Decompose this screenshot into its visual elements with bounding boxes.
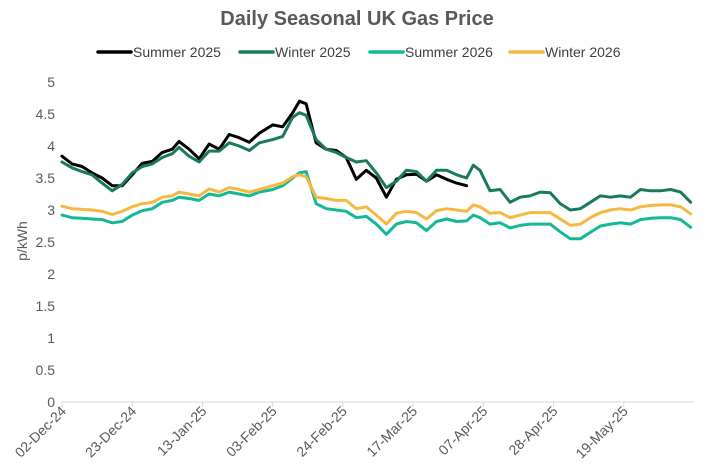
legend: Summer 2025 Winter 2025 Summer 2026 Winter … xyxy=(96,44,621,60)
x-tick-label: 07-Apr-25 xyxy=(435,403,490,458)
y-tick-label: 5 xyxy=(47,74,55,90)
x-axis-ticks: 02-Dec-24 23-Dec-24 13-Jan-25 03-Feb-25 24-F… xyxy=(12,402,631,461)
y-tick-label: 3.5 xyxy=(36,170,56,186)
x-tick-label: 28-Apr-25 xyxy=(505,403,560,458)
y-axis-ticks: 0 0.5 1 1.5 2 2.5 3 3.5 4 4.5 5 xyxy=(36,74,56,410)
y-tick-label: 2 xyxy=(47,266,55,282)
x-tick-label: 23-Dec-24 xyxy=(82,403,140,461)
legend-label-summer-2026: Summer 2026 xyxy=(405,44,493,60)
y-tick-label: 0 xyxy=(47,394,55,410)
y-tick-label: 1.5 xyxy=(36,298,56,314)
legend-label-winter-2026: Winter 2026 xyxy=(545,44,621,60)
chart-title: Daily Seasonal UK Gas Price xyxy=(220,8,493,30)
x-tick-label: 13-Jan-25 xyxy=(154,403,210,459)
series-line-winter-2025 xyxy=(60,111,693,212)
y-tick-label: 0.5 xyxy=(36,362,56,378)
x-tick-label: 17-Mar-25 xyxy=(363,403,420,460)
x-tick-label: 19-May-25 xyxy=(572,403,631,462)
legend-label-winter-2025: Winter 2025 xyxy=(275,44,351,60)
series-lines xyxy=(60,99,693,241)
x-tick-label: 03-Feb-25 xyxy=(223,403,280,460)
x-tick-label: 24-Feb-25 xyxy=(293,403,350,460)
y-tick-label: 4.5 xyxy=(36,106,56,122)
y-axis-title: p/kWh xyxy=(14,221,30,261)
legend-label-summer-2025: Summer 2025 xyxy=(133,44,221,60)
y-tick-label: 2.5 xyxy=(36,234,56,250)
y-tick-label: 3 xyxy=(47,202,55,218)
y-tick-label: 4 xyxy=(47,138,55,154)
y-tick-label: 1 xyxy=(47,330,55,346)
series-line-winter-2026 xyxy=(60,173,693,227)
x-tick-label: 02-Dec-24 xyxy=(12,403,70,461)
series-line-summer-2026 xyxy=(60,170,693,241)
